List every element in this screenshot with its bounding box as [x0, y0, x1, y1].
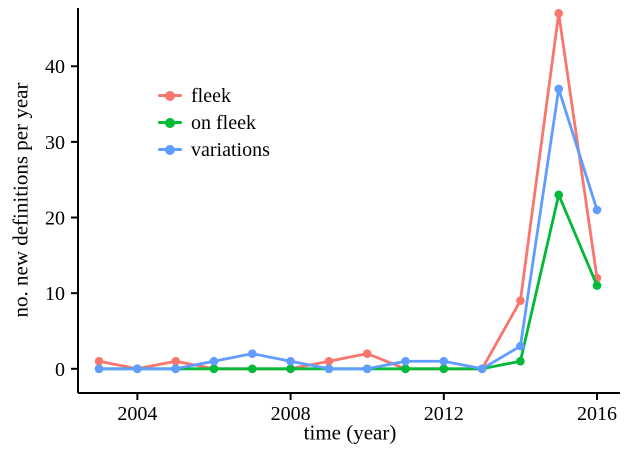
data-point-variations: [247, 349, 257, 358]
data-point-on-fleek: [209, 364, 219, 374]
y-tick-label: 20: [45, 208, 65, 230]
legend-point-icon: [165, 90, 175, 101]
legend-item-variations: variations: [158, 139, 270, 160]
data-point-fleek: [362, 349, 372, 358]
data-point-variations: [516, 341, 525, 351]
data-point-variations: [324, 364, 334, 374]
legend-line-sample: [158, 144, 182, 155]
data-point-fleek: [554, 8, 564, 18]
data-point-variations: [362, 364, 372, 374]
x-axis-label: time (year): [303, 420, 397, 445]
data-point-variations: [209, 356, 219, 366]
y-tick-label: 10: [45, 283, 65, 305]
y-tick-label: 30: [45, 132, 65, 154]
data-point-variations: [592, 205, 602, 215]
data-point-fleek: [94, 356, 104, 366]
legend-point-icon: [165, 144, 175, 155]
data-point-variations: [133, 364, 142, 374]
legend-point-icon: [165, 117, 175, 128]
x-tick-label: 2012: [424, 403, 464, 425]
data-point-variations: [171, 364, 180, 374]
legend: fleek on fleek variations: [158, 85, 270, 160]
data-point-variations: [554, 84, 564, 94]
data-point-on-fleek: [247, 364, 257, 374]
series-line-variations: [97, 87, 599, 371]
legend-line-sample: [158, 117, 182, 128]
data-point-fleek: [171, 356, 180, 366]
legend-label: variations: [191, 138, 270, 161]
x-tick-label: 2004: [117, 403, 157, 425]
legend-label: on fleek: [191, 111, 256, 134]
data-point-variations: [286, 356, 295, 366]
legend-item-on-fleek: on fleek: [158, 112, 270, 133]
data-point-variations: [401, 356, 410, 366]
legend-label: fleek: [191, 84, 231, 107]
data-point-on-fleek: [554, 190, 564, 200]
data-point-fleek: [516, 296, 525, 306]
x-tick-label: 2008: [271, 403, 311, 425]
legend-line-sample: [158, 90, 182, 101]
data-point-variations: [439, 356, 449, 366]
series-line-fleek: [97, 11, 599, 371]
x-tick-label: 2016: [577, 403, 617, 425]
data-point-on-fleek: [439, 364, 449, 374]
data-point-on-fleek: [401, 364, 410, 374]
data-point-fleek: [324, 356, 334, 366]
legend-item-fleek: fleek: [158, 85, 270, 106]
y-tick-label: 0: [55, 359, 65, 381]
y-tick-label: 40: [45, 56, 65, 78]
data-point-on-fleek: [592, 281, 602, 290]
y-axis-label: no. new definitions per year: [8, 82, 33, 318]
data-point-variations: [94, 364, 104, 374]
data-point-variations: [477, 364, 487, 374]
data-point-on-fleek: [286, 364, 295, 374]
data-point-on-fleek: [516, 356, 525, 366]
